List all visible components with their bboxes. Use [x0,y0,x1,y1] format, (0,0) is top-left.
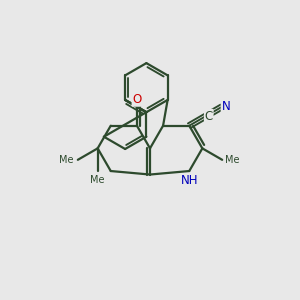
Text: O: O [132,93,142,106]
Text: Me: Me [90,175,105,185]
Text: NH: NH [181,174,198,187]
Text: C: C [205,110,213,122]
Text: N: N [221,100,230,113]
Text: Me: Me [59,155,74,165]
Text: Me: Me [226,155,240,165]
